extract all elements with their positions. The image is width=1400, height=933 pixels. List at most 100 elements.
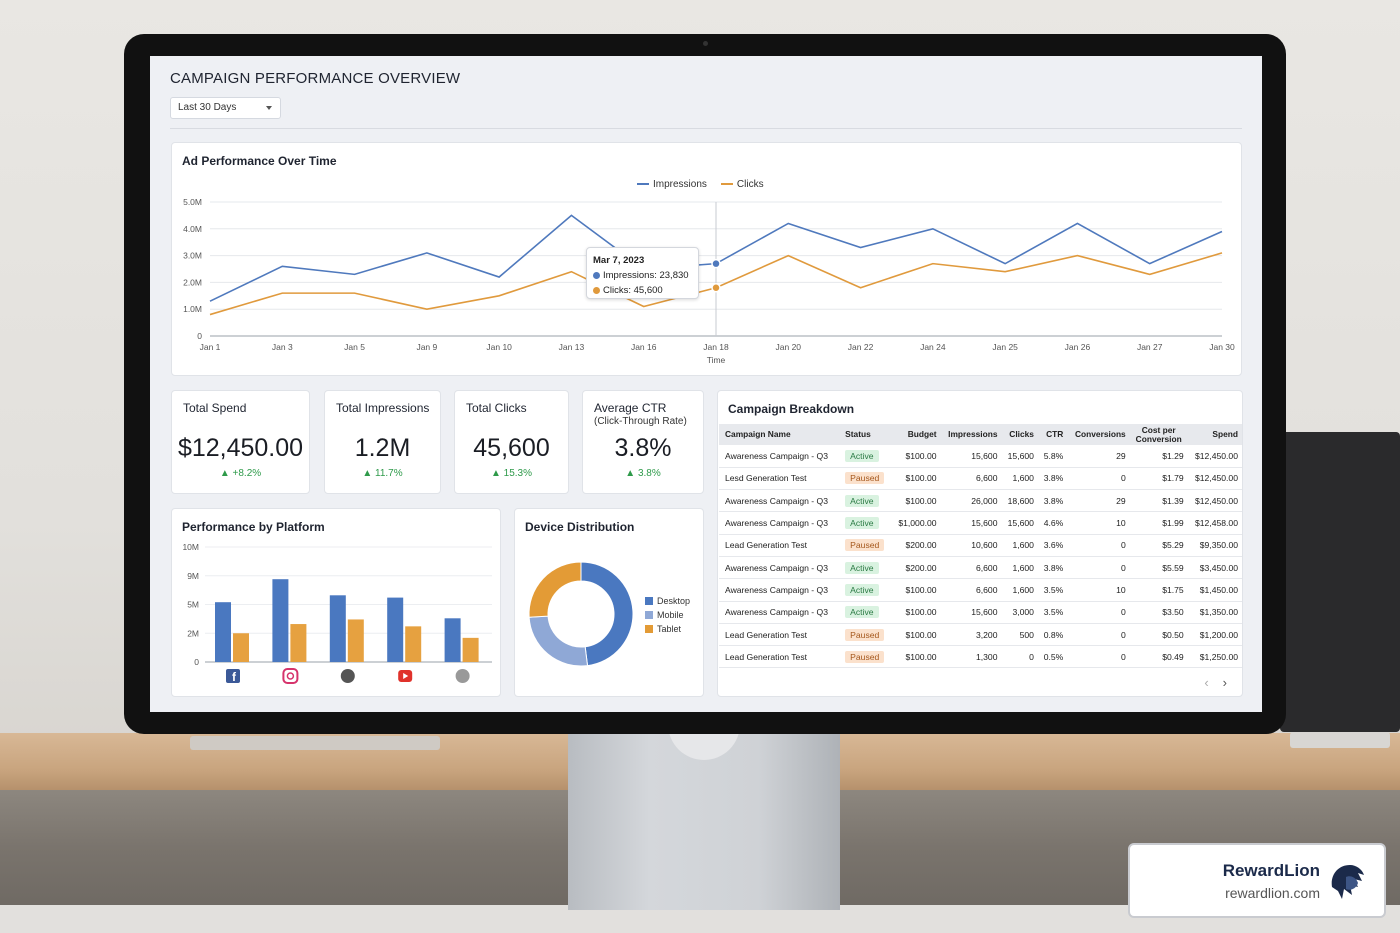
table-row[interactable]: Lead Generation Test Paused $100.00 3,200 50… bbox=[719, 623, 1242, 647]
table-cell: $200.00 bbox=[891, 534, 941, 557]
legend-tablet[interactable]: Tablet bbox=[645, 622, 690, 636]
clicks-swatch bbox=[720, 183, 733, 186]
background-keyboard-right bbox=[1290, 732, 1390, 748]
date-range-select[interactable]: Last 30 Days bbox=[170, 97, 281, 119]
table-cell: 15,600 bbox=[940, 445, 1002, 468]
bar-platform-3-icon-1 bbox=[347, 619, 364, 662]
dashboard-screen: CAMPAIGN PERFORMANCE OVERVIEW Last 30 Da… bbox=[150, 56, 1262, 712]
x-tick-label: Jan 13 bbox=[559, 342, 585, 352]
table-cell: 15,600 bbox=[940, 601, 1002, 624]
table-row[interactable]: Awareness Campaign - Q3 Active $200.00 6,60… bbox=[719, 556, 1242, 580]
y-tick-label: 2.0M bbox=[183, 277, 202, 287]
table-cell: $1,350.00 bbox=[1187, 601, 1242, 624]
table-cell: 0.5% bbox=[1037, 645, 1068, 669]
table-cell: 3,200 bbox=[940, 623, 1002, 647]
y-tick-label: 10M bbox=[182, 542, 199, 552]
table-cell: Active bbox=[839, 578, 892, 602]
table-cell: 10,600 bbox=[940, 534, 1002, 557]
table-cell: Paused bbox=[839, 467, 892, 491]
table-row[interactable]: Lead Generation Test Paused $100.00 1,300 0 0… bbox=[719, 645, 1242, 669]
table-cell: $12,450.00 bbox=[1187, 467, 1242, 491]
table-cell: 0 bbox=[1067, 534, 1130, 557]
col-impressions[interactable]: Impressions bbox=[940, 424, 1002, 445]
table-header-row: Campaign Name Status Budget Impressions … bbox=[719, 424, 1242, 445]
kpi-total-impressions[interactable]: Total Impressions 1.2M ▲ 11.7% bbox=[324, 390, 441, 494]
table-row[interactable]: Awareness Campaign - Q3 Active $100.00 26,0… bbox=[719, 489, 1242, 513]
legend-clicks[interactable]: Clicks bbox=[720, 179, 764, 190]
table-pagination: ‹ › bbox=[1204, 675, 1227, 690]
table-cell: Paused bbox=[839, 645, 892, 669]
col-ctr[interactable]: CTR bbox=[1037, 424, 1068, 445]
table-cell: $12,450.00 bbox=[1187, 445, 1242, 468]
chevron-down-icon[interactable] bbox=[266, 106, 272, 110]
x-tick-label: Jan 10 bbox=[486, 342, 512, 352]
table-cell: 0 bbox=[1067, 556, 1130, 580]
x-tick-label: Jan 9 bbox=[416, 342, 437, 352]
bar-youtube-icon-0 bbox=[387, 597, 404, 662]
col-campaign-name[interactable]: Campaign Name bbox=[719, 424, 840, 445]
col-budget[interactable]: Budget bbox=[891, 424, 941, 445]
tooltip-clicks-dot bbox=[593, 287, 600, 294]
kpi-change: ▲ 15.3% bbox=[490, 468, 533, 479]
kpi-change: ▲ 3.8% bbox=[625, 468, 661, 479]
col-conversions[interactable]: Conversions bbox=[1067, 424, 1130, 445]
lion-logo-icon bbox=[1331, 865, 1364, 899]
y-tick-label: 2M bbox=[187, 628, 199, 638]
legend-mobile[interactable]: Mobile bbox=[645, 608, 690, 622]
col-cost-per-conversion[interactable]: Cost per Conversion bbox=[1129, 424, 1188, 445]
table-cell: $1.29 bbox=[1129, 445, 1188, 468]
kpi-label: Total Clicks bbox=[466, 401, 527, 415]
table-cell: $1.39 bbox=[1129, 489, 1188, 513]
table-cell: Paused bbox=[839, 534, 892, 557]
legend-desktop[interactable]: Desktop bbox=[645, 594, 690, 608]
table-row[interactable]: Awareness Campaign - Q3 Active $100.00 15,6… bbox=[719, 445, 1242, 468]
kpi-total-spend[interactable]: Total Spend $12,450.00 ▲ +8.2% bbox=[171, 390, 310, 494]
status-badge: Paused bbox=[845, 472, 885, 485]
table-cell: $0.50 bbox=[1129, 623, 1188, 647]
campaign-breakdown-card: Campaign Breakdown Campaign Name Status … bbox=[717, 390, 1243, 697]
table-cell: $100.00 bbox=[891, 623, 941, 647]
table-cell: 0 bbox=[1067, 645, 1130, 669]
table-cell: $1.79 bbox=[1129, 467, 1188, 491]
table-cell: Awareness Campaign - Q3 bbox=[719, 445, 840, 468]
table-cell: $100.00 bbox=[891, 601, 941, 624]
prev-page-icon[interactable]: ‹ bbox=[1204, 675, 1209, 690]
table-cell: $100.00 bbox=[891, 578, 941, 602]
x-tick-label: Jan 5 bbox=[344, 342, 365, 352]
table-row[interactable]: Awareness Campaign - Q3 Active $100.00 15,6… bbox=[719, 601, 1242, 624]
table-cell: 3.8% bbox=[1037, 489, 1068, 513]
y-tick-label: 5M bbox=[187, 600, 199, 610]
status-badge: Active bbox=[845, 517, 879, 530]
table-cell: Active bbox=[839, 601, 892, 624]
table-cell: Active bbox=[839, 445, 892, 468]
instagram-icon bbox=[282, 668, 299, 684]
legend-clicks-label: Clicks bbox=[736, 179, 764, 190]
table-cell: 18,600 bbox=[1001, 489, 1038, 513]
col-spend[interactable]: Spend bbox=[1187, 424, 1242, 445]
col-status[interactable]: Status bbox=[839, 424, 892, 445]
table-cell: Awareness Campaign - Q3 bbox=[719, 556, 840, 580]
table-cell: 6,600 bbox=[940, 578, 1002, 602]
bar-instagram-icon-0 bbox=[272, 579, 289, 662]
bar-facebook-icon-0 bbox=[215, 602, 231, 662]
table-cell: 26,000 bbox=[940, 489, 1002, 513]
table-cell: 0 bbox=[1001, 645, 1038, 669]
table-row[interactable]: Awareness Campaign - Q3 Active $1,000.00 15… bbox=[719, 511, 1242, 535]
kpi-total-clicks[interactable]: Total Clicks 45,600 ▲ 15.3% bbox=[454, 390, 569, 494]
platform-3-icon bbox=[340, 669, 355, 683]
table-row[interactable]: Lesd Generation Test Paused $100.00 6,600 1,… bbox=[719, 467, 1242, 491]
col-clicks[interactable]: Clicks bbox=[1001, 424, 1038, 445]
brand-badge[interactable]: RewardLion rewardlion.com bbox=[1128, 843, 1386, 918]
table-cell: 0 bbox=[1067, 467, 1130, 491]
next-page-icon[interactable]: › bbox=[1222, 675, 1227, 690]
legend-impressions[interactable]: Impressions bbox=[637, 179, 707, 190]
table-cell: 0 bbox=[1067, 601, 1130, 624]
table-row[interactable]: Lead Generation Test Paused $200.00 10,600 1… bbox=[719, 534, 1242, 557]
kpi-average-ctr[interactable]: Average CTR (Click-Through Rate) 3.8% ▲ … bbox=[582, 390, 704, 494]
table-cell: 15,600 bbox=[940, 511, 1002, 535]
background-keyboard bbox=[190, 736, 440, 750]
kpi-label: Total Impressions bbox=[336, 401, 430, 415]
table-cell: 1,600 bbox=[1001, 578, 1038, 602]
table-row[interactable]: Awareness Campaign - Q3 Active $100.00 6,60… bbox=[719, 578, 1242, 602]
kpi-change: ▲ +8.2% bbox=[219, 468, 262, 479]
